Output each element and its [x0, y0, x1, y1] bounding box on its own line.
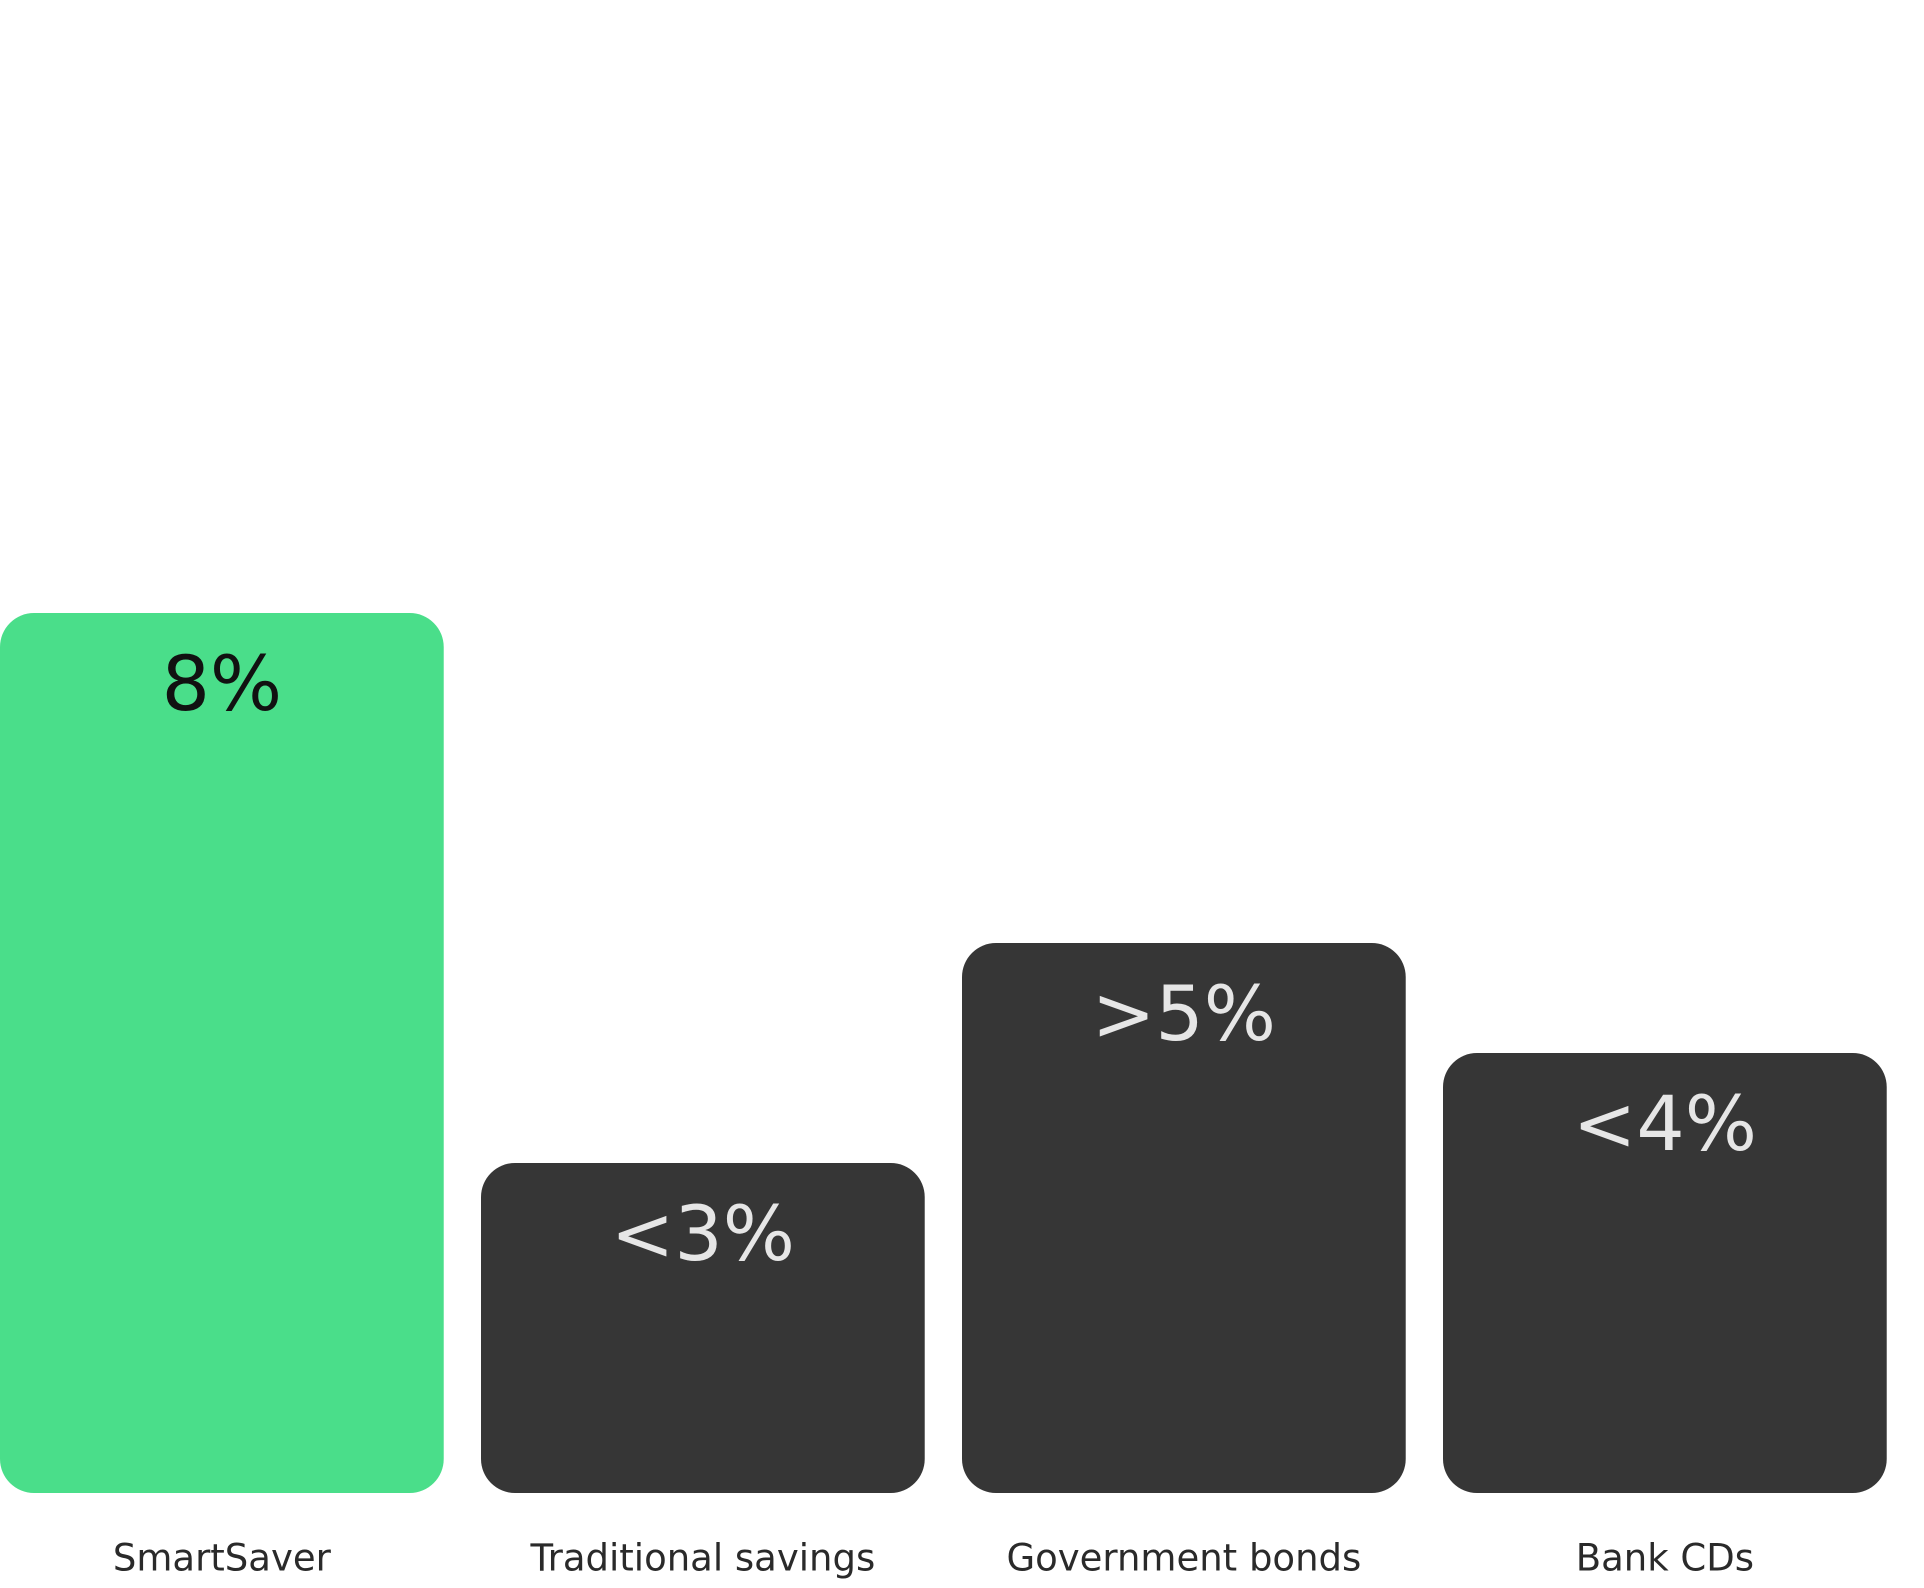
value-label: <4%	[1573, 1079, 1757, 1168]
value-label: >5%	[1092, 969, 1276, 1058]
category-label: SmartSaver	[113, 1537, 332, 1580]
bar	[962, 943, 1406, 1493]
bar	[0, 613, 444, 1493]
bar	[1443, 1053, 1887, 1493]
category-label: Bank CDs	[1576, 1537, 1754, 1580]
category-label: Government bonds	[1006, 1537, 1361, 1580]
bar	[481, 1163, 925, 1493]
category-label: Traditional savings	[529, 1537, 875, 1580]
value-label: 8%	[162, 639, 283, 728]
value-label: <3%	[611, 1189, 795, 1278]
